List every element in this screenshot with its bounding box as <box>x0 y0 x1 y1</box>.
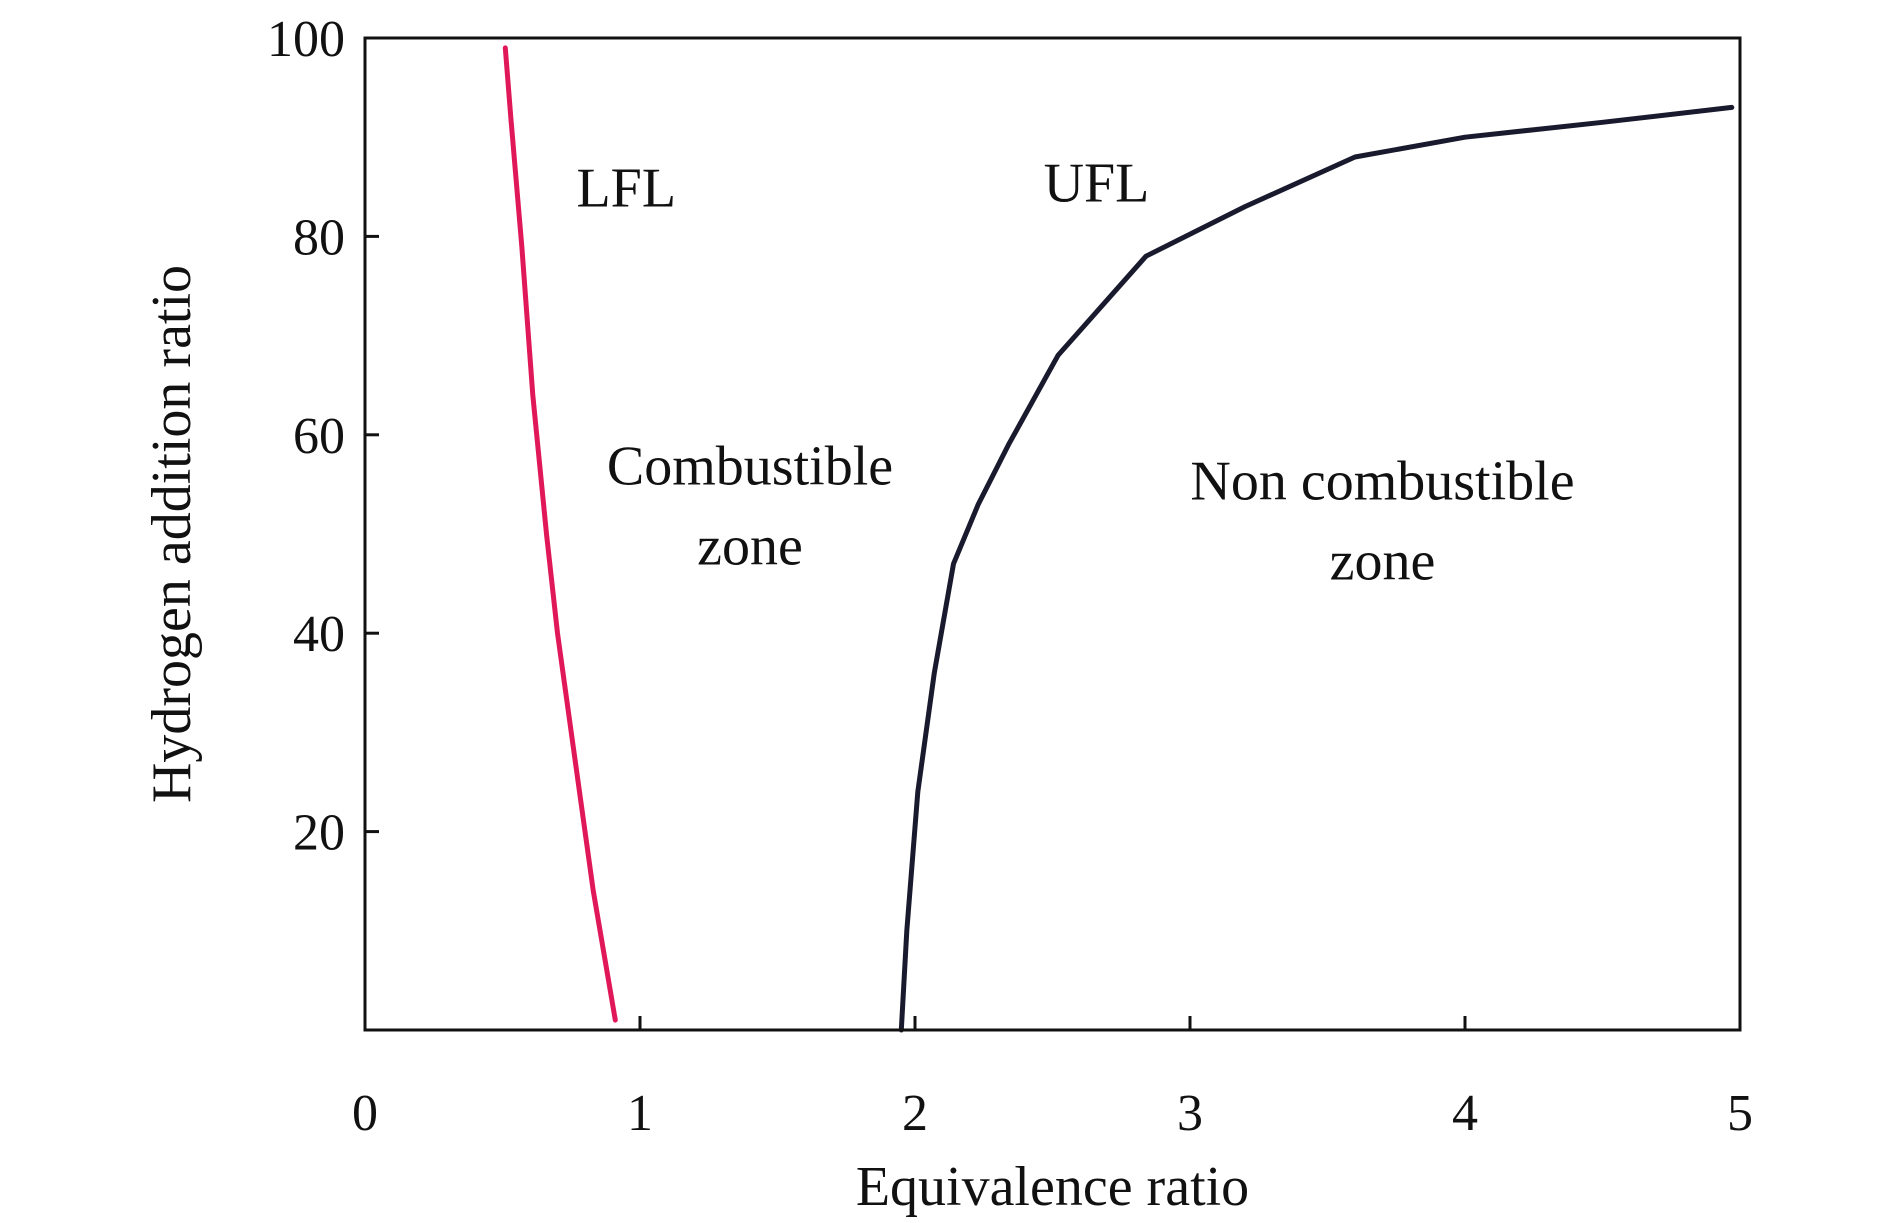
y-tick-label: 40 <box>293 606 345 663</box>
annotation-line: zone <box>697 515 803 577</box>
annotation-line: LFL <box>576 158 676 220</box>
annotation-lfl: LFL <box>576 158 676 220</box>
x-tick-label: 5 <box>1727 1085 1753 1142</box>
annotation-ufl: UFL <box>1044 153 1150 215</box>
y-tick-label: 80 <box>293 209 345 266</box>
x-axis-title: Equivalence ratio <box>856 1156 1249 1218</box>
x-tick-label: 2 <box>902 1085 928 1142</box>
x-tick-label: 1 <box>627 1085 653 1142</box>
annotation-line: Combustible <box>607 435 893 497</box>
y-tick-label: 60 <box>293 408 345 465</box>
y-tick-label: 100 <box>267 11 345 68</box>
x-tick-label: 0 <box>352 1085 378 1142</box>
y-tick-label: 20 <box>293 805 345 862</box>
series-line-lfl <box>502 45 618 1023</box>
y-axis-title: Hydrogen addition ratio <box>141 265 203 803</box>
annotation-layer: LFL UFL Combustible zone Non combustible zone <box>576 153 1574 593</box>
series-line-ufl <box>898 104 1735 1033</box>
annotation-line: UFL <box>1044 153 1150 215</box>
annotation-line: zone <box>1330 530 1436 592</box>
series-layer <box>502 45 1735 1033</box>
annotation-line: Non combustible <box>1190 450 1574 512</box>
plot-frame <box>363 36 1742 1032</box>
annotation-noncombustible: Non combustible zone <box>1190 450 1574 592</box>
x-tick-label: 3 <box>1177 1085 1203 1142</box>
ticks-layer: 0 1 2 3 4 5 20 40 60 80 100 <box>267 11 1753 1142</box>
x-tick-label: 4 <box>1452 1085 1478 1142</box>
annotation-combustible: Combustible zone <box>607 435 893 577</box>
